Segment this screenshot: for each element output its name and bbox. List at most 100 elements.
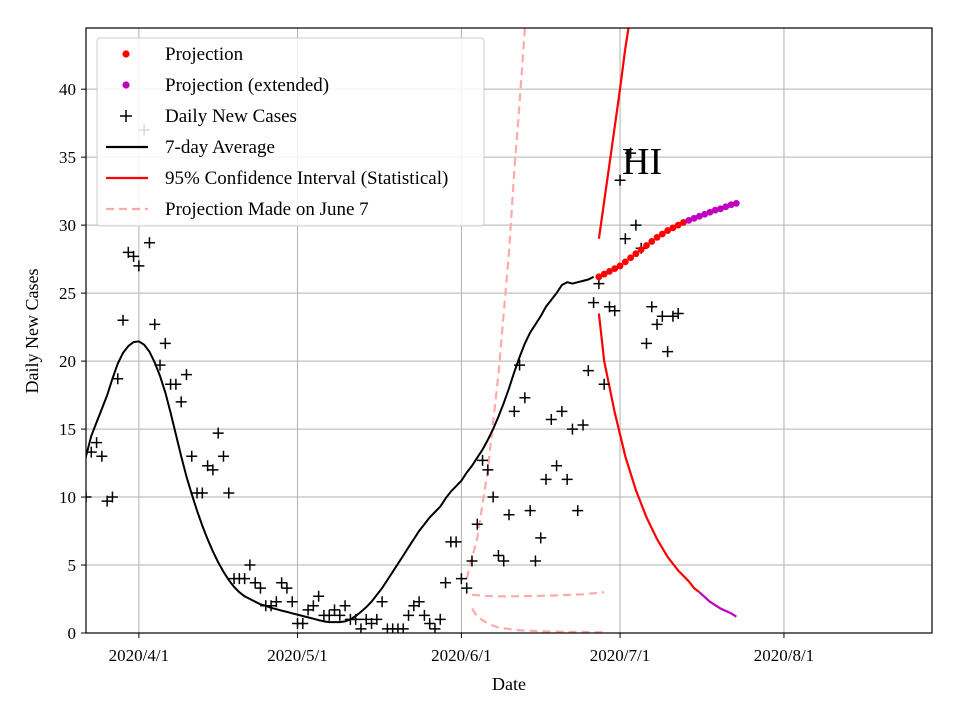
- daily-case-marker: [561, 473, 573, 485]
- daily-case-marker: [656, 310, 668, 322]
- projection-point: [600, 270, 608, 278]
- projection-point: [606, 267, 613, 275]
- daily-case-marker: [86, 491, 92, 503]
- daily-case-marker: [498, 555, 510, 567]
- june7-projection-upper-line: [465, 28, 526, 579]
- projection-point: [621, 258, 629, 266]
- daily-case-marker: [625, 147, 637, 159]
- x-tick-label: 2020/4/1: [109, 646, 169, 665]
- y-tick-label: 20: [59, 352, 76, 371]
- projection-point: [674, 221, 682, 229]
- projection-extended-point: [727, 201, 735, 209]
- daily-case-marker: [651, 318, 663, 330]
- daily-case-marker: [133, 260, 145, 272]
- y-tick-label: 0: [68, 624, 77, 643]
- daily-case-marker: [371, 613, 383, 625]
- legend-label: 7-day Average: [165, 137, 275, 158]
- daily-case-marker: [455, 573, 467, 585]
- projection-point: [627, 254, 635, 262]
- june7-projection-lower-line: [471, 607, 605, 633]
- x-tick-label: 2020/5/1: [267, 646, 327, 665]
- legend-marker: [122, 81, 130, 89]
- daily-case-marker: [524, 505, 536, 517]
- daily-case-marker: [249, 577, 261, 589]
- daily-case-marker: [450, 536, 462, 548]
- daily-case-marker: [640, 337, 652, 349]
- projection-point: [616, 262, 624, 270]
- daily-case-marker: [117, 314, 129, 326]
- daily-case-marker: [112, 373, 124, 385]
- daily-case-marker: [588, 297, 600, 309]
- axis-ticks: 2020/4/1 2020/5/1 2020/6/1 2020/7/1 2020/8/1…: [59, 80, 814, 665]
- projection-extended-point: [706, 208, 714, 216]
- projection-extended-point: [711, 206, 719, 214]
- daily-case-marker: [519, 392, 531, 404]
- projection-point: [653, 233, 661, 241]
- daily-case-marker: [434, 613, 446, 625]
- june7-projection-mid-line: [471, 591, 605, 598]
- ci-upper-line: [597, 28, 630, 239]
- daily-case-marker: [307, 600, 319, 612]
- daily-case-marker: [418, 609, 430, 621]
- daily-case-marker: [662, 346, 674, 358]
- x-tick-label: 2020/7/1: [590, 646, 650, 665]
- daily-case-marker: [159, 337, 171, 349]
- daily-case-marker: [186, 450, 198, 462]
- y-tick-label: 10: [59, 488, 76, 507]
- daily-case-marker: [313, 590, 325, 602]
- ci-lower-extended-line: [698, 591, 737, 618]
- daily-case-marker: [667, 310, 679, 322]
- legend: Projection Projection (extended) Daily New…: [96, 37, 485, 227]
- daily-case-marker: [471, 518, 483, 530]
- daily-case-marker: [672, 308, 684, 320]
- legend-label: Projection Made on June 7: [165, 199, 369, 220]
- daily-case-marker: [96, 450, 108, 462]
- daily-case-marker: [149, 318, 161, 330]
- projection-point: [664, 227, 672, 234]
- daily-case-marker: [514, 359, 526, 371]
- daily-case-marker: [577, 419, 589, 431]
- daily-case-marker: [297, 617, 309, 629]
- daily-case-marker: [128, 250, 140, 262]
- daily-case-marker: [207, 464, 219, 476]
- legend-label: Projection (extended): [165, 75, 329, 96]
- projection-point: [658, 230, 666, 238]
- daily-case-marker: [540, 473, 552, 485]
- daily-case-marker: [86, 446, 97, 458]
- projection-point: [680, 219, 687, 226]
- daily-case-marker: [212, 427, 224, 439]
- daily-case-marker: [646, 301, 658, 313]
- projection-point: [595, 273, 603, 281]
- daily-case-marker: [556, 405, 568, 417]
- daily-case-marker: [143, 237, 155, 249]
- daily-case-marker: [440, 577, 452, 589]
- state-annotation: HI: [622, 141, 662, 183]
- projection-extended-point: [732, 199, 740, 207]
- projection-extended-point: [717, 205, 724, 213]
- daily-case-marker: [154, 359, 166, 371]
- daily-case-marker: [630, 219, 642, 231]
- x-axis-label: Date: [492, 674, 526, 694]
- y-axis-label: Daily New Cases: [22, 269, 42, 394]
- projection-point: [611, 265, 619, 273]
- daily-case-marker: [403, 609, 415, 621]
- daily-case-marker: [503, 509, 515, 521]
- daily-case-marker: [551, 460, 563, 472]
- projection-point: [643, 242, 650, 249]
- daily-case-marker: [566, 423, 578, 435]
- plot-area: [86, 28, 740, 633]
- daily-case-marker: [350, 613, 362, 625]
- daily-case-marker: [106, 491, 118, 503]
- daily-case-marker: [477, 454, 489, 466]
- daily-case-marker: [170, 378, 182, 390]
- legend-label: Daily New Cases: [165, 106, 297, 127]
- projection-extended-point: [685, 216, 693, 224]
- daily-case-marker: [619, 233, 631, 245]
- daily-case-marker: [91, 437, 103, 449]
- daily-case-marker: [376, 596, 388, 608]
- daily-case-marker: [609, 305, 621, 317]
- series-layer: [86, 28, 740, 633]
- daily-case-marker: [487, 491, 499, 503]
- x-tick-label: 2020/6/1: [431, 646, 491, 665]
